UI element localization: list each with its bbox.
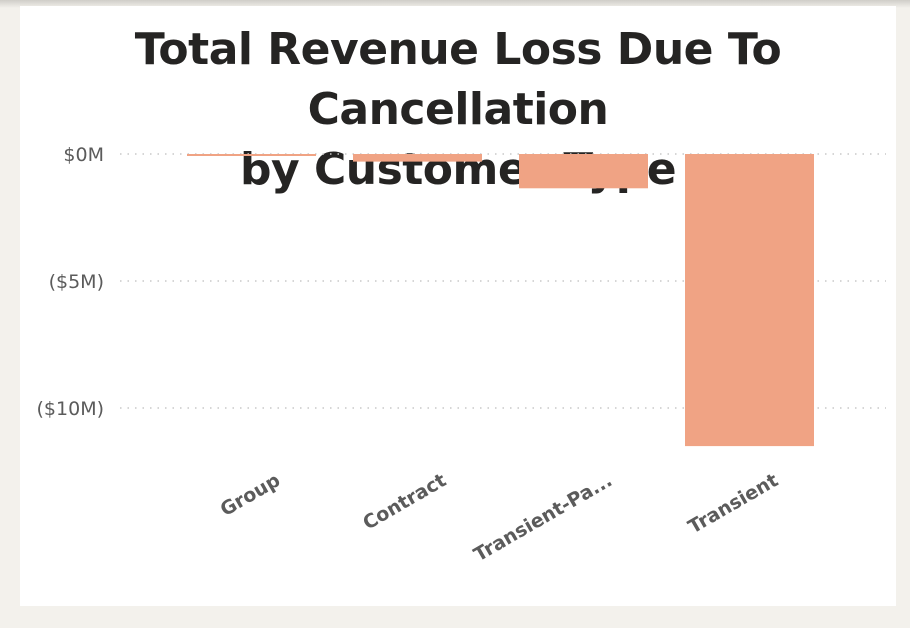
x-axis-labels: Group Contract Transient-Pa... Transient [217, 469, 782, 566]
background-shadow [0, 0, 910, 8]
bar-transient[interactable] [685, 154, 814, 447]
y-axis-ticks: $0M ($5M) ($10M) [37, 144, 104, 420]
chart-card[interactable]: Total Revenue Loss Due To Cancellation b… [20, 6, 896, 606]
x-category-label: Transient [684, 469, 782, 538]
bar-chart: $0M ($5M) ($10M) Group Contract Transient-Pa… [37, 144, 886, 566]
chart-title: Total Revenue Loss Due To Cancellation b… [20, 20, 896, 200]
bars [187, 154, 814, 447]
x-category-label: Contract [359, 469, 450, 534]
bar-group[interactable] [187, 154, 316, 156]
bar-transient-pa[interactable] [519, 154, 648, 189]
y-tick-label: ($5M) [49, 271, 104, 293]
x-category-label: Group [217, 469, 284, 521]
y-tick-label: $0M [63, 144, 104, 166]
chart-title-line-1: Total Revenue Loss Due To Cancellation [134, 24, 782, 135]
y-tick-label: ($10M) [37, 398, 104, 420]
bar-contract[interactable] [353, 154, 482, 162]
x-category-label: Transient-Pa... [470, 469, 616, 566]
